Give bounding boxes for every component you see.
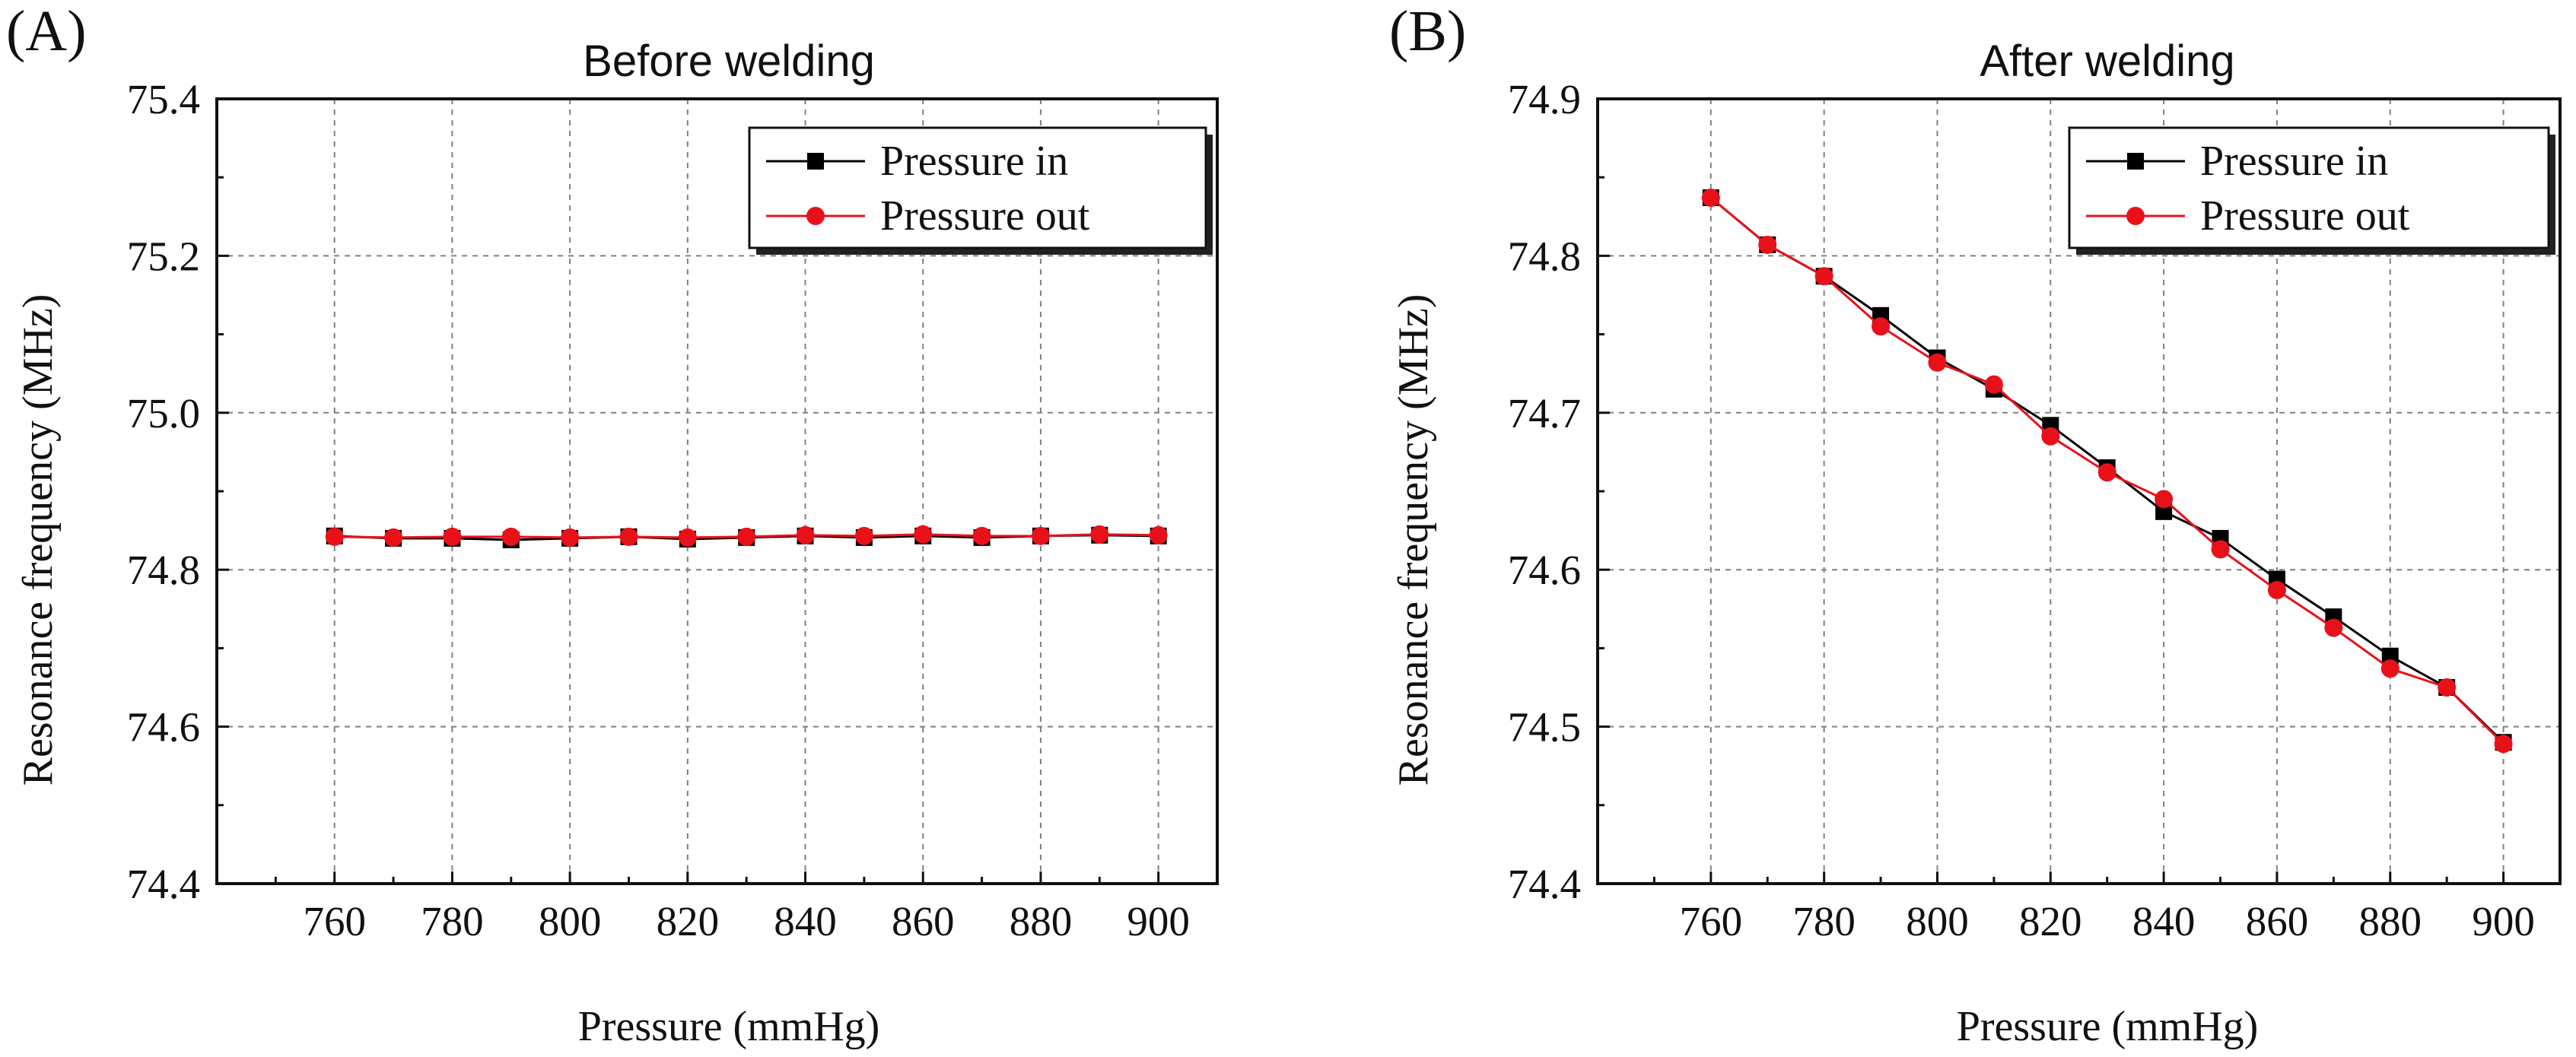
panel-a-legend-box bbox=[748, 126, 1207, 249]
panel-b-point-circle bbox=[1701, 189, 1720, 208]
panel-a-y-tick-label: 75.0 bbox=[127, 390, 200, 436]
panel-b-x-tick-label: 900 bbox=[2472, 898, 2535, 944]
panel-b-point-square bbox=[2381, 647, 2399, 665]
panel-a-point-circle bbox=[443, 527, 462, 546]
panel-a-y-tick-label: 74.4 bbox=[127, 861, 200, 907]
panel-b-x-tick-label: 840 bbox=[2132, 898, 2196, 944]
panel-a-legend-marker-square bbox=[807, 153, 824, 170]
panel-b-y-tick-label: 74.4 bbox=[1508, 861, 1581, 907]
panel-b-point-square bbox=[2155, 503, 2173, 520]
panel-a-point-circle bbox=[619, 527, 638, 546]
panel-b-x-tick-label: 780 bbox=[1792, 898, 1856, 944]
panel-b-y-axis-label: Resonance frequency (MHz) bbox=[1390, 294, 1437, 786]
panel-b-label: (B) bbox=[1389, 0, 1466, 63]
panel-a-x-axis-label: Pressure (mmHg) bbox=[578, 1003, 880, 1050]
panel-a-point-circle bbox=[325, 527, 344, 546]
panel-b-legend: Pressure in Pressure out bbox=[2068, 126, 2555, 255]
panel-a: (A) Before welding Pressure (mmHg) Reson… bbox=[6, 0, 1219, 1050]
panel-b-y-tick-label: 74.9 bbox=[1508, 76, 1581, 122]
panel-a-title: Before welding bbox=[583, 37, 875, 86]
panel-a-point-circle bbox=[384, 528, 403, 547]
panel-b-point-circle bbox=[2380, 659, 2399, 678]
panel-b-point-circle bbox=[1872, 317, 1891, 336]
panel-b-y-tick-label: 74.6 bbox=[1508, 547, 1581, 593]
panel-b-point-circle bbox=[2041, 427, 2060, 446]
panel-a-legend-label: Pressure in bbox=[880, 138, 1068, 185]
panel-b-point-circle bbox=[1814, 267, 1833, 286]
panel-b-point-circle bbox=[1984, 375, 2003, 394]
panel-b-point-circle bbox=[1758, 235, 1777, 254]
panel-b-y-tick-label: 74.5 bbox=[1508, 704, 1581, 751]
panel-b-x-tick-label: 860 bbox=[2246, 898, 2309, 944]
panel-b-legend-label: Pressure in bbox=[2200, 138, 2388, 185]
panel-a-point-circle bbox=[1149, 525, 1168, 544]
panel-b-legend-marker-circle bbox=[2126, 207, 2145, 225]
panel-a-y-tick-label: 74.6 bbox=[127, 704, 200, 751]
panel-a-legend: Pressure in Pressure out bbox=[748, 126, 1213, 255]
panel-b-point-circle bbox=[2324, 618, 2343, 637]
panel-b-x-tick-label: 760 bbox=[1680, 898, 1743, 944]
panel-a-y-tick-label: 74.8 bbox=[127, 547, 200, 593]
panel-b-series-pressure-out bbox=[1701, 189, 2513, 754]
panel-b-title: After welding bbox=[1980, 37, 2234, 86]
panel-a-x-tick-label: 880 bbox=[1010, 898, 1073, 944]
panel-b-point-circle bbox=[2097, 463, 2116, 482]
panel-b-point-circle bbox=[2438, 678, 2457, 697]
panel-a-point-circle bbox=[501, 527, 520, 546]
panel-a-label: (A) bbox=[6, 0, 87, 63]
panel-a-series-pressure-out bbox=[325, 525, 1168, 547]
panel-b: (B) After welding Pressure (mmHg) Resona… bbox=[1389, 0, 2562, 1050]
panel-a-x-tick-label: 820 bbox=[657, 898, 720, 944]
panel-b-x-axis-label: Pressure (mmHg) bbox=[1957, 1003, 2259, 1050]
panel-b-y-tick-label: 74.8 bbox=[1508, 233, 1581, 279]
panel-a-y-tick-label: 75.2 bbox=[127, 233, 200, 279]
panel-b-legend-box bbox=[2068, 126, 2550, 249]
panel-a-y-tick-label: 75.4 bbox=[127, 76, 200, 122]
panel-a-point-circle bbox=[1090, 525, 1109, 544]
panel-a-x-tick-label: 800 bbox=[539, 898, 602, 944]
panel-a-point-circle bbox=[1031, 526, 1050, 545]
panel-a-point-circle bbox=[561, 528, 580, 547]
panel-b-point-circle bbox=[2211, 540, 2230, 559]
panel-a-point-circle bbox=[796, 525, 815, 544]
panel-a-x-tick-label: 780 bbox=[421, 898, 484, 944]
panel-a-legend-marker-circle bbox=[806, 207, 825, 225]
panel-b-point-circle bbox=[2267, 581, 2286, 600]
panel-a-point-circle bbox=[854, 526, 873, 545]
panel-b-legend-marker-square bbox=[2127, 153, 2144, 170]
panel-b-x-tick-label: 820 bbox=[2019, 898, 2082, 944]
panel-b-y-tick-label: 74.7 bbox=[1508, 390, 1581, 436]
panel-a-legend-label: Pressure out bbox=[880, 192, 1090, 240]
panel-a-y-axis-label: Resonance frequency (MHz) bbox=[14, 294, 62, 786]
panel-a-point-circle bbox=[678, 528, 697, 547]
panel-b-x-tick-label: 800 bbox=[1906, 898, 1969, 944]
panel-a-x-tick-label: 900 bbox=[1127, 898, 1190, 944]
panel-b-legend-label: Pressure out bbox=[2200, 192, 2410, 240]
panel-a-x-tick-label: 860 bbox=[892, 898, 955, 944]
panel-a-x-tick-label: 840 bbox=[774, 898, 837, 944]
panel-a-x-tick-label: 760 bbox=[303, 898, 366, 944]
panel-a-point-circle bbox=[972, 526, 991, 545]
panel-b-point-circle bbox=[1928, 353, 1947, 372]
panel-a-point-circle bbox=[737, 527, 756, 546]
panel-b-point-circle bbox=[2494, 735, 2513, 754]
panel-a-point-circle bbox=[914, 525, 933, 544]
panel-b-x-tick-label: 880 bbox=[2359, 898, 2422, 944]
panel-b-point-circle bbox=[2155, 490, 2174, 509]
